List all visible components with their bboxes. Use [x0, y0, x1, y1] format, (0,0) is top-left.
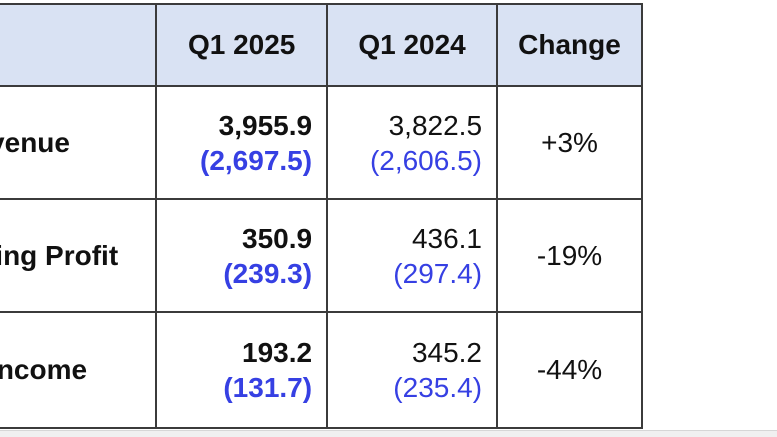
- cell-net-income-q1-2024: 345.2 (235.4): [326, 311, 499, 429]
- value-secondary: (239.3): [223, 257, 313, 289]
- header-q1-2025: Q1 2025: [155, 3, 329, 87]
- header-change: Change: [496, 3, 643, 87]
- value-primary: 436.1: [411, 222, 483, 254]
- table-row-operating-profit: Operating Profit 350.9 (239.3) 436.1 (29…: [0, 198, 643, 313]
- value-primary: 193.2: [242, 337, 313, 368]
- table-row-net-income: Net Income 193.2 (131.7) 345.2 (235.4) -…: [0, 311, 643, 429]
- cell-operating-profit-change: -19%: [496, 198, 643, 313]
- cell-net-income-change: -44%: [496, 311, 643, 429]
- header-q1-2024: Q1 2024: [326, 3, 499, 87]
- cell-operating-profit-q1-2025: 350.9 (239.3): [155, 198, 329, 313]
- value-primary: 3,822.5: [388, 109, 483, 141]
- value-secondary: (297.4): [393, 257, 483, 289]
- value-secondary: (2,697.5): [200, 144, 313, 176]
- cell-revenue-change: +3%: [496, 85, 643, 200]
- row-label-operating-profit: Operating Profit: [0, 198, 158, 313]
- value-primary: 3,955.9: [218, 109, 313, 141]
- value-secondary: (131.7): [223, 372, 313, 403]
- row-label-revenue: Revenue: [0, 85, 158, 200]
- value-secondary: (235.4): [393, 372, 483, 403]
- bottom-edge-strip: [0, 430, 777, 437]
- row-label-net-income: Net Income: [0, 311, 158, 429]
- cell-revenue-q1-2025: 3,955.9 (2,697.5): [155, 85, 329, 200]
- cell-operating-profit-q1-2024: 436.1 (297.4): [326, 198, 499, 313]
- value-primary: 345.2: [411, 337, 483, 368]
- cell-revenue-q1-2024: 3,822.5 (2,606.5): [326, 85, 499, 200]
- header-row: Q1 2025 Q1 2024 Change: [0, 3, 643, 87]
- cell-net-income-q1-2025: 193.2 (131.7): [155, 311, 329, 429]
- table-row-revenue: Revenue 3,955.9 (2,697.5) 3,822.5 (2,606…: [0, 85, 643, 200]
- financial-comparison-table: Q1 2025 Q1 2024 Change Revenue 3,955.9 (…: [0, 3, 643, 429]
- value-secondary: (2,606.5): [369, 144, 483, 176]
- header-metric-blank: [0, 3, 158, 87]
- value-primary: 350.9: [242, 222, 313, 254]
